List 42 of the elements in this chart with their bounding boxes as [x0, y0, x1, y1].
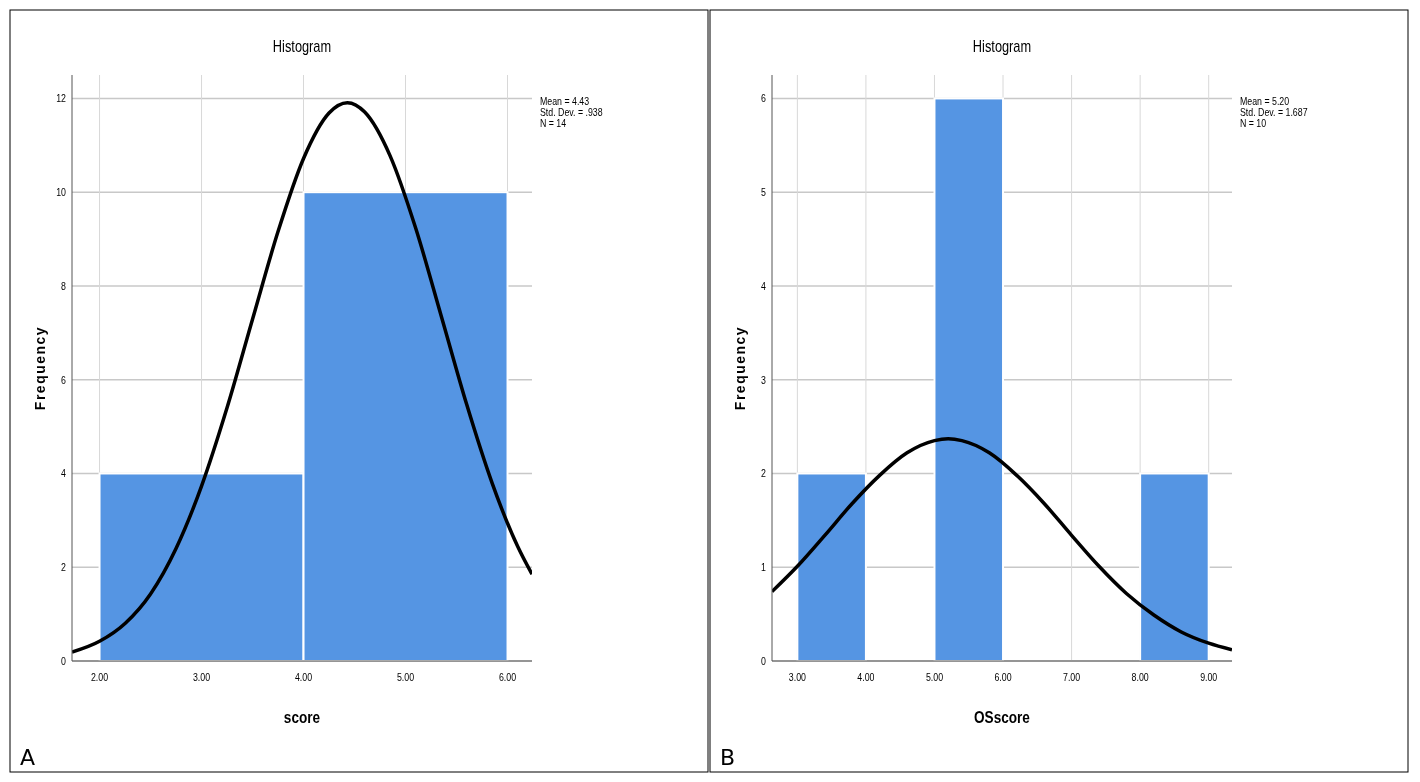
x-tick-label: 7.00	[1063, 671, 1081, 684]
text: Mean = 4.43	[540, 95, 590, 108]
x-tick-label: 9.00	[1200, 671, 1218, 684]
y-tick-label: 5	[761, 186, 767, 199]
text: N = 14	[540, 117, 567, 130]
x-tick-label: 3.00	[788, 671, 807, 684]
y-tick-label: 4	[761, 279, 767, 293]
y-tick-label: 8	[61, 279, 67, 293]
y-tick-label: 6	[61, 373, 67, 386]
y-tick-label: 12	[56, 92, 67, 105]
text: A	[20, 745, 36, 770]
y-tick-label: 2	[761, 467, 767, 480]
chart-title: Histogram	[972, 37, 1032, 56]
y-tick-label: 0	[61, 654, 67, 668]
x-tick-label: 8.00	[1131, 671, 1150, 684]
text: B	[720, 745, 736, 770]
text: Std. Dev. = 1.687	[1240, 106, 1308, 119]
y-tick-label: 3	[761, 373, 767, 386]
x-tick-label: 2.00	[90, 671, 109, 684]
chart-title: Histogram	[272, 37, 332, 56]
x-axis-title: score	[283, 707, 321, 727]
y-axis-title: Frequency	[32, 325, 48, 411]
x-tick-label: 3.00	[192, 671, 211, 684]
text: Std. Dev. = .938	[540, 106, 604, 119]
y-tick-label: 0	[761, 654, 767, 668]
y-tick-label: 4	[61, 467, 67, 480]
x-tick-label: 5.00	[925, 671, 944, 684]
y-tick-label: 2	[61, 561, 67, 574]
x-tick-label: 4.00	[294, 671, 313, 684]
x-axis-title: OSscore	[974, 707, 1031, 727]
y-tick-label: 10	[56, 186, 67, 199]
text: Mean = 5.20	[1240, 95, 1290, 108]
x-tick-label: 5.00	[396, 671, 415, 684]
y-axis-title: Frequency	[732, 325, 748, 411]
line-series	[772, 437, 1232, 652]
line-series	[72, 100, 532, 654]
x-tick-label: 6.00	[994, 671, 1012, 684]
x-tick-label: 4.00	[857, 671, 875, 684]
y-tick-label: 6	[761, 92, 767, 105]
x-tick-label: 6.00	[498, 671, 517, 684]
y-tick-label: 1	[761, 561, 767, 574]
text: N = 10	[1240, 117, 1267, 130]
